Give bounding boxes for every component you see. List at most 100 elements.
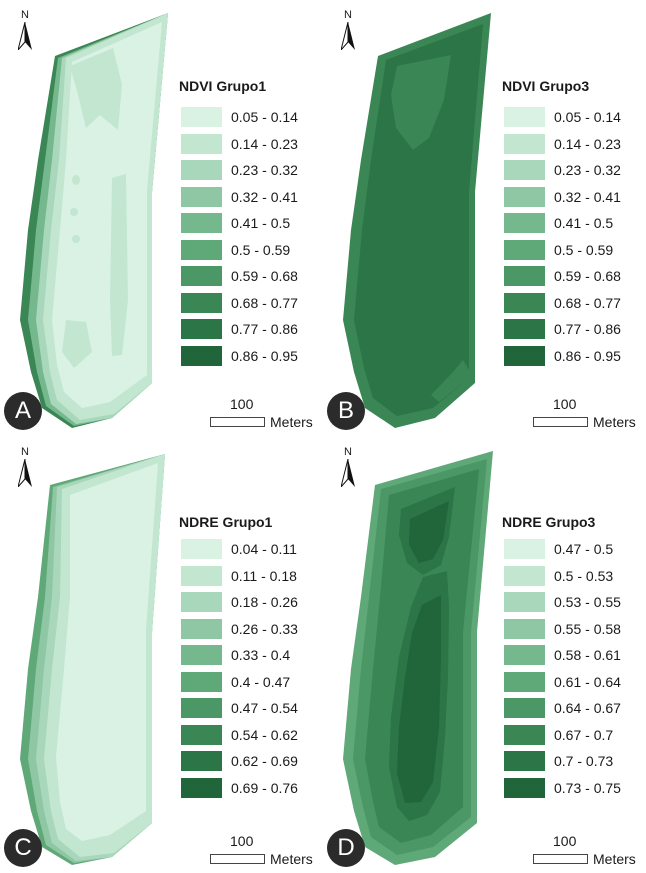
legend-swatch — [504, 319, 545, 339]
legend-swatch — [181, 777, 222, 798]
legend-item: 0.47 - 0.54 — [181, 698, 321, 718]
legend-item: 0.69 - 0.76 — [181, 777, 321, 798]
legend-label: 0.53 - 0.55 — [554, 594, 621, 610]
legend-swatch — [181, 565, 222, 586]
legend-swatch — [181, 724, 222, 745]
legend-label: 0.41 - 0.5 — [231, 215, 291, 231]
legend-item: 0.26 - 0.33 — [181, 618, 321, 639]
legend-swatch — [504, 186, 545, 207]
legend-swatch — [504, 292, 545, 313]
legend-swatch — [504, 724, 545, 745]
legend-label: 0.62 - 0.69 — [231, 753, 298, 769]
legend-item: 0.61 - 0.64 — [504, 671, 644, 692]
legend-label: 0.5 - 0.59 — [231, 241, 291, 258]
panel-label: D — [327, 829, 365, 867]
legend-label: 0.04 - 0.11 — [231, 541, 297, 557]
legend-swatch — [504, 565, 545, 586]
north-arrow-icon — [18, 22, 32, 50]
legend-swatch — [181, 671, 222, 692]
legend-label: 0.14 - 0.23 — [231, 135, 298, 152]
legend-item: 0.58 - 0.61 — [504, 645, 644, 665]
legend-swatch — [181, 266, 222, 286]
legend-swatch — [504, 671, 545, 692]
legend-swatch — [504, 160, 545, 180]
legend-swatch — [181, 239, 222, 260]
legend-item: 0.18 - 0.26 — [181, 592, 321, 612]
legend-item: 0.33 - 0.4 — [181, 645, 321, 665]
legend-swatch — [181, 592, 222, 612]
legend-item: 0.68 - 0.77 — [181, 292, 321, 313]
legend-label: 0.05 - 0.14 — [231, 109, 298, 125]
legend-item: 0.14 - 0.23 — [181, 133, 321, 154]
legend-label: 0.23 - 0.32 — [231, 162, 298, 178]
legend-label: 0.55 - 0.58 — [554, 620, 621, 637]
legend-label: 0.23 - 0.32 — [554, 162, 621, 178]
scale-unit: Meters — [593, 851, 636, 867]
north-label: N — [344, 446, 352, 458]
legend-item: 0.62 - 0.69 — [181, 751, 321, 771]
legend-swatch — [504, 592, 545, 612]
north-arrow: N — [13, 9, 37, 53]
legend-swatch — [504, 777, 545, 798]
legend-swatch — [181, 186, 222, 207]
legend-swatch — [504, 239, 545, 260]
legend-swatch — [181, 133, 222, 154]
legend-item: 0.5 - 0.53 — [504, 565, 644, 586]
legend-label: 0.77 - 0.86 — [231, 321, 298, 337]
scale-value: 100 — [230, 833, 254, 849]
legend: 0.04 - 0.11 0.11 - 0.18 0.18 - 0.26 0.26… — [181, 539, 321, 804]
legend-item: 0.68 - 0.77 — [504, 292, 644, 313]
field-map-ndre-grupo3 — [343, 451, 493, 865]
legend-swatch — [181, 345, 222, 366]
legend-swatch — [181, 319, 222, 339]
legend: 0.05 - 0.14 0.14 - 0.23 0.23 - 0.32 0.32… — [181, 107, 321, 372]
legend-swatch — [181, 292, 222, 313]
legend-item: 0.77 - 0.86 — [181, 319, 321, 339]
scale-unit: Meters — [593, 414, 636, 430]
legend-label: 0.64 - 0.67 — [554, 700, 621, 716]
legend-item: 0.23 - 0.32 — [181, 160, 321, 180]
panel-c: N NDRE Grupo1 0.04 - 0.11 0.11 - 0.18 0.… — [0, 437, 323, 873]
legend-item: 0.53 - 0.55 — [504, 592, 644, 612]
legend-label: 0.41 - 0.5 — [554, 215, 614, 231]
legend-label: 0.59 - 0.68 — [554, 268, 621, 284]
legend-item: 0.55 - 0.58 — [504, 618, 644, 639]
legend-swatch — [504, 133, 545, 154]
legend-label: 0.59 - 0.68 — [231, 268, 298, 284]
panel-a: N NDVI Grupo1 0.05 - 0.14 0.14 - 0.23 0.… — [0, 0, 323, 436]
scale-bar — [210, 854, 265, 864]
legend: 0.47 - 0.5 0.5 - 0.53 0.53 - 0.55 0.55 -… — [504, 539, 644, 804]
legend-swatch — [181, 539, 222, 559]
legend-item: 0.5 - 0.59 — [181, 239, 321, 260]
legend-swatch — [504, 618, 545, 639]
legend-label: 0.5 - 0.59 — [554, 241, 614, 258]
legend-item: 0.47 - 0.5 — [504, 539, 644, 559]
legend-item: 0.11 - 0.18 — [181, 565, 321, 586]
scale-unit: Meters — [270, 851, 313, 867]
legend-label: 0.7 - 0.73 — [554, 753, 614, 769]
legend-swatch — [504, 107, 545, 127]
panel-label: A — [4, 392, 42, 430]
scale-unit: Meters — [270, 414, 313, 430]
legend-label: 0.86 - 0.95 — [231, 347, 298, 364]
north-label: N — [344, 9, 352, 21]
scale-value: 100 — [553, 833, 577, 849]
legend-swatch — [504, 698, 545, 718]
scale-bar — [533, 854, 588, 864]
legend-item: 0.86 - 0.95 — [504, 345, 644, 366]
scale-bar — [210, 417, 265, 427]
scale-bar — [533, 417, 588, 427]
legend-label: 0.68 - 0.77 — [231, 294, 298, 311]
legend-item: 0.77 - 0.86 — [504, 319, 644, 339]
legend-item: 0.64 - 0.67 — [504, 698, 644, 718]
legend-label: 0.61 - 0.64 — [554, 673, 621, 690]
legend-swatch — [504, 751, 545, 771]
legend-label: 0.05 - 0.14 — [554, 109, 621, 125]
legend-item: 0.41 - 0.5 — [504, 213, 644, 233]
legend-label: 0.68 - 0.77 — [554, 294, 621, 311]
legend-label: 0.77 - 0.86 — [554, 321, 621, 337]
north-label: N — [21, 9, 29, 21]
legend-title: NDRE Grupo1 — [179, 514, 273, 530]
legend-swatch — [181, 645, 222, 665]
legend-item: 0.7 - 0.73 — [504, 751, 644, 771]
